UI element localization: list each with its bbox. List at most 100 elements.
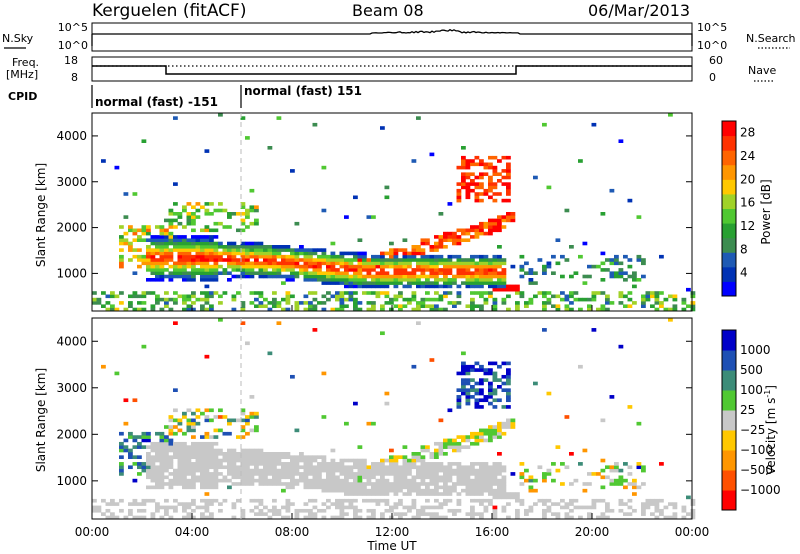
power-cell [402, 248, 408, 252]
power-cell [488, 268, 493, 272]
power-cell [173, 238, 178, 242]
power-cell [326, 264, 331, 269]
power-cell [447, 268, 453, 272]
power-cell [141, 225, 147, 229]
velocity-cell [155, 431, 160, 436]
power-cell [479, 281, 484, 285]
velocity-cell [200, 462, 205, 466]
velocity-cbar-swatch [722, 450, 736, 471]
cpid-label: CPID [8, 90, 37, 103]
power-cell [159, 238, 165, 242]
velocity-cell [213, 455, 219, 459]
velocity-cell [182, 455, 187, 459]
velocity-cell [506, 388, 511, 392]
power-cell [195, 238, 201, 242]
velocity-cell [384, 508, 390, 513]
velocity-cell [429, 478, 435, 483]
power-cell [186, 274, 192, 279]
power-cell [380, 271, 385, 275]
velocity-cell [398, 475, 403, 480]
velocity-cell [416, 485, 421, 490]
velocity-cell [447, 468, 453, 473]
velocity-cell [222, 478, 228, 483]
velocity-cell [254, 455, 259, 459]
velocity-cell [425, 488, 430, 493]
velocity-cell [398, 482, 403, 486]
velocity-cell [420, 478, 426, 483]
velocity-cell [497, 482, 502, 486]
velocity-cell [276, 472, 282, 476]
power-cell [137, 248, 142, 252]
velocity-cell [141, 468, 147, 473]
power-cell [348, 274, 354, 279]
power-cell [218, 241, 223, 246]
velocity-cell [150, 472, 156, 476]
velocity-cell [398, 465, 403, 470]
velocity-cell [132, 462, 138, 466]
velocity-cell [285, 498, 291, 503]
power-cell [443, 281, 448, 285]
power-cell [330, 281, 336, 285]
power-cell [150, 264, 156, 269]
velocity-cell [627, 405, 633, 409]
power-cell [182, 235, 187, 239]
power-cell [506, 169, 511, 173]
power-cell [137, 254, 142, 259]
velocity-cell [371, 488, 376, 493]
velocity-cell [488, 395, 493, 399]
power-cell [146, 291, 151, 295]
power-cell [227, 251, 232, 256]
power-cell [389, 241, 394, 246]
velocity-cell [294, 468, 300, 473]
velocity-cell [218, 448, 223, 453]
power-cell [339, 271, 345, 275]
power-cell [420, 297, 426, 302]
power-cell [285, 278, 291, 282]
freq-tick-bottom: 8 [71, 71, 78, 84]
velocity-cell [335, 488, 340, 493]
velocity-cell [155, 472, 160, 476]
power-cell [186, 258, 192, 262]
power-cell [492, 264, 498, 269]
velocity-cell [348, 498, 354, 503]
velocity-cell [249, 452, 255, 456]
velocity-cell [240, 482, 246, 486]
velocity-cell [155, 475, 160, 480]
power-cell [155, 235, 160, 239]
velocity-cell [191, 502, 196, 506]
velocity-cell [492, 515, 498, 520]
power-cell [362, 264, 367, 269]
power-cbar-swatch [722, 150, 736, 166]
power-cell [137, 235, 142, 239]
velocity-cell [465, 485, 471, 490]
velocity-cell [434, 492, 439, 496]
power-cell [488, 185, 493, 190]
power-cell [254, 245, 259, 249]
power-cell [195, 268, 201, 272]
velocity-cell [402, 482, 408, 486]
power-cell [501, 225, 507, 229]
velocity-cell [474, 388, 480, 392]
velocity-cell [267, 351, 273, 356]
power-cell [429, 258, 435, 262]
velocity-cell [407, 468, 412, 473]
velocity-cell [308, 462, 313, 466]
velocity-cell [483, 478, 489, 483]
velocity-cell [501, 478, 507, 483]
power-cell [294, 248, 300, 252]
velocity-cell [141, 515, 147, 520]
power-cell [353, 278, 358, 282]
velocity-cell [461, 368, 466, 372]
velocity-cell [569, 498, 574, 503]
velocity-cell [209, 472, 214, 476]
power-cell [177, 261, 183, 266]
velocity-cell [366, 488, 372, 493]
velocity-cell [186, 452, 192, 456]
power-cell [285, 297, 291, 302]
power-cell [213, 274, 219, 279]
power-cell [488, 264, 493, 269]
velocity-cell [146, 498, 151, 503]
power-cell [290, 268, 295, 272]
power-cell [173, 241, 178, 246]
power-cell [447, 235, 453, 239]
